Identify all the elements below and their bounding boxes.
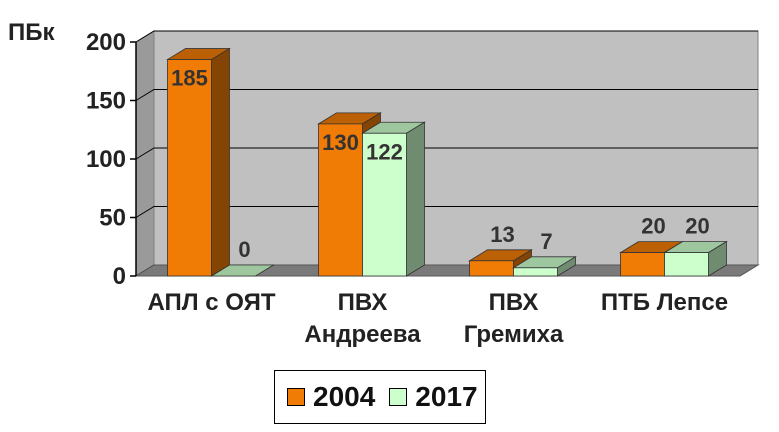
legend-swatch-2017	[389, 388, 408, 406]
legend-swatch-2004	[287, 388, 305, 406]
y-tick-label-100: 100	[86, 146, 126, 173]
data-label-2017-2: 7	[540, 229, 552, 254]
legend-item-2004: 2004	[287, 381, 375, 413]
data-label-2017-0: 0	[238, 237, 250, 262]
gridline-50	[135, 206, 758, 218]
x-axis-categories: АПЛ с ОЯТ ПВХ Андреева ПВХ Гремиха ПТБ Лепсе	[147, 289, 728, 348]
y-tick-label-0: 0	[113, 263, 126, 290]
bar-2004-0	[166, 47, 231, 277]
x-category-label-1-line1: Андреева	[304, 321, 421, 348]
bar-2017-2	[512, 256, 577, 277]
data-label-2004-3: 20	[641, 214, 665, 239]
gridline-200	[135, 30, 758, 43]
data-label-2017-1: 122	[366, 139, 403, 164]
x-category-label-3: ПТБ Лепсе	[601, 289, 728, 316]
legend-label-2004: 2004	[313, 381, 376, 412]
data-label-2004-0: 185	[171, 66, 208, 91]
legend: 2004 2017	[274, 370, 486, 424]
bar-2017-0	[210, 264, 275, 277]
legend-item-2017: 2017	[389, 381, 478, 413]
data-labels: 185 0 130 122 13 7 20 20	[171, 66, 710, 262]
y-tick-label-150: 150	[86, 88, 126, 115]
legend-label-2017: 2017	[415, 381, 478, 412]
y-tick-label-50: 50	[99, 205, 126, 232]
bar-2017-3	[663, 240, 728, 277]
data-label-2017-3: 20	[685, 214, 709, 239]
gridline-100	[135, 147, 758, 160]
y-axis-unit-label: ПБк	[8, 19, 56, 46]
gridline-150	[135, 89, 758, 101]
x-category-label-2-line1: Гремиха	[464, 321, 564, 348]
data-label-2004-2: 13	[490, 222, 514, 247]
data-label-2004-1: 130	[322, 130, 359, 155]
x-category-label-1-line0: ПВХ	[338, 289, 388, 316]
x-category-label-0: АПЛ с ОЯТ	[147, 289, 275, 316]
bars	[166, 47, 728, 277]
x-category-label-2-line0: ПВХ	[489, 289, 539, 316]
y-tick-label-200: 200	[86, 29, 126, 56]
y-axis: 0 50 100 150 200	[86, 29, 137, 290]
bar-2017-1	[361, 121, 426, 277]
